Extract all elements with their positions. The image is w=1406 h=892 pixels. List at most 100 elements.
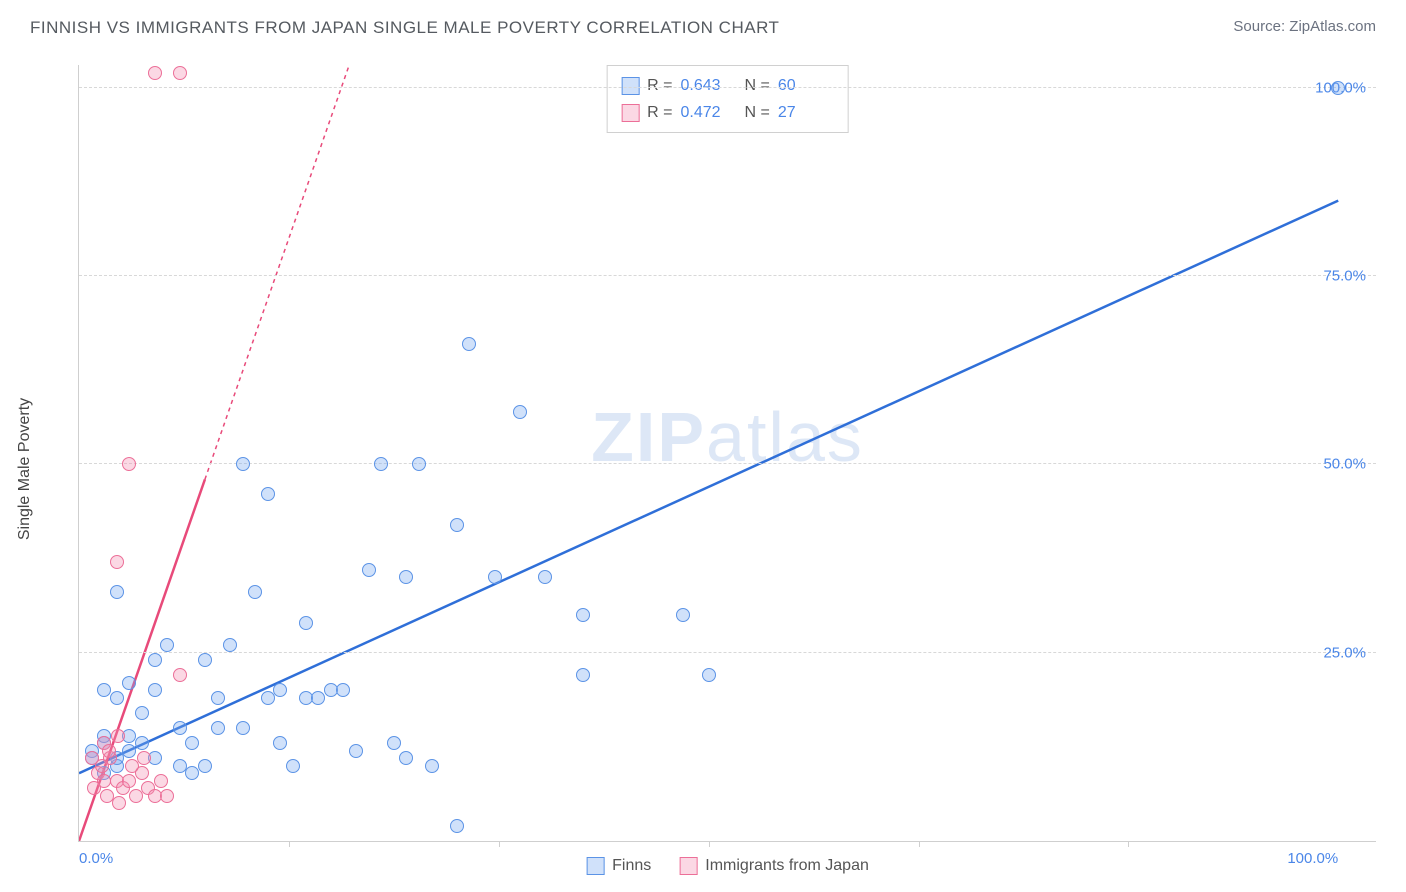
- data-point: [538, 570, 552, 584]
- data-point: [211, 691, 225, 705]
- stats-row-1: R = 0.643 N = 60: [621, 72, 834, 99]
- data-point: [336, 683, 350, 697]
- legend-swatch-finns-b: [586, 857, 604, 875]
- data-point: [248, 585, 262, 599]
- xtick-mark: [1128, 841, 1129, 847]
- series-legend: Finns Immigrants from Japan: [586, 857, 869, 875]
- data-point: [450, 819, 464, 833]
- data-point: [125, 759, 139, 773]
- data-point: [299, 616, 313, 630]
- legend-label-japan: Immigrants from Japan: [705, 857, 869, 875]
- data-point: [576, 668, 590, 682]
- data-point: [261, 691, 275, 705]
- data-point: [148, 683, 162, 697]
- data-point: [399, 751, 413, 765]
- data-point: [110, 585, 124, 599]
- gridline: [79, 463, 1376, 464]
- xtick-label: 100.0%: [1287, 850, 1338, 867]
- watermark-light: atlas: [706, 398, 864, 476]
- legend-swatch-japan: [621, 104, 639, 122]
- data-point: [185, 766, 199, 780]
- data-point: [173, 721, 187, 735]
- chart-container: Single Male Poverty ZIPatlas R = 0.643 N…: [30, 55, 1376, 882]
- data-point: [450, 518, 464, 532]
- data-point: [185, 736, 199, 750]
- n-value-2: 27: [778, 99, 834, 126]
- data-point: [374, 457, 388, 471]
- data-point: [261, 487, 275, 501]
- data-point: [387, 736, 401, 750]
- xtick-label: 0.0%: [79, 850, 113, 867]
- source-prefix: Source:: [1233, 18, 1289, 35]
- y-axis-label: Single Male Poverty: [16, 397, 34, 539]
- data-point: [236, 721, 250, 735]
- data-point: [95, 759, 109, 773]
- xtick-mark: [289, 841, 290, 847]
- data-point: [173, 66, 187, 80]
- data-point: [122, 744, 136, 758]
- r-value-2: 0.472: [681, 99, 737, 126]
- data-point: [362, 563, 376, 577]
- data-point: [122, 676, 136, 690]
- n-label-1: N =: [745, 72, 770, 99]
- data-point: [236, 457, 250, 471]
- legend-item-japan: Immigrants from Japan: [679, 857, 869, 875]
- n-value-1: 60: [778, 72, 834, 99]
- legend-swatch-japan-b: [679, 857, 697, 875]
- ytick-label: 50.0%: [1323, 456, 1366, 473]
- data-point: [135, 736, 149, 750]
- xtick-mark: [709, 841, 710, 847]
- data-point: [87, 781, 101, 795]
- data-point: [223, 638, 237, 652]
- data-point: [576, 608, 590, 622]
- plot-area: ZIPatlas R = 0.643 N = 60 R = 0.472 N = …: [78, 65, 1376, 842]
- watermark: ZIPatlas: [591, 397, 864, 477]
- r-label-2: R =: [647, 99, 672, 126]
- data-point: [173, 668, 187, 682]
- legend-swatch-finns: [621, 77, 639, 95]
- data-point: [148, 653, 162, 667]
- data-point: [702, 668, 716, 682]
- data-point: [412, 457, 426, 471]
- data-point: [513, 405, 527, 419]
- gridline: [79, 87, 1376, 88]
- ytick-label: 25.0%: [1323, 644, 1366, 661]
- data-point: [110, 555, 124, 569]
- data-point: [160, 789, 174, 803]
- data-point: [135, 706, 149, 720]
- source-name: ZipAtlas.com: [1289, 18, 1376, 35]
- trend-lines: [79, 65, 1376, 841]
- source-label: Source: ZipAtlas.com: [1233, 18, 1376, 35]
- data-point: [160, 638, 174, 652]
- data-point: [286, 759, 300, 773]
- data-point: [198, 653, 212, 667]
- data-point: [349, 744, 363, 758]
- xtick-mark: [919, 841, 920, 847]
- xtick-mark: [499, 841, 500, 847]
- data-point: [399, 570, 413, 584]
- data-point: [148, 66, 162, 80]
- stats-row-2: R = 0.472 N = 27: [621, 99, 834, 126]
- data-point: [97, 683, 111, 697]
- data-point: [676, 608, 690, 622]
- data-point: [211, 721, 225, 735]
- data-point: [273, 736, 287, 750]
- data-point: [198, 759, 212, 773]
- data-point: [122, 457, 136, 471]
- data-point: [154, 774, 168, 788]
- legend-label-finns: Finns: [612, 857, 651, 875]
- legend-item-finns: Finns: [586, 857, 651, 875]
- data-point: [129, 789, 143, 803]
- data-point: [273, 683, 287, 697]
- data-point: [425, 759, 439, 773]
- stats-legend: R = 0.643 N = 60 R = 0.472 N = 27: [606, 65, 849, 133]
- gridline: [79, 652, 1376, 653]
- data-point: [102, 744, 116, 758]
- data-point: [110, 691, 124, 705]
- n-label-2: N =: [745, 99, 770, 126]
- gridline: [79, 275, 1376, 276]
- r-label-1: R =: [647, 72, 672, 99]
- data-point: [137, 751, 151, 765]
- data-point: [311, 691, 325, 705]
- data-point: [462, 337, 476, 351]
